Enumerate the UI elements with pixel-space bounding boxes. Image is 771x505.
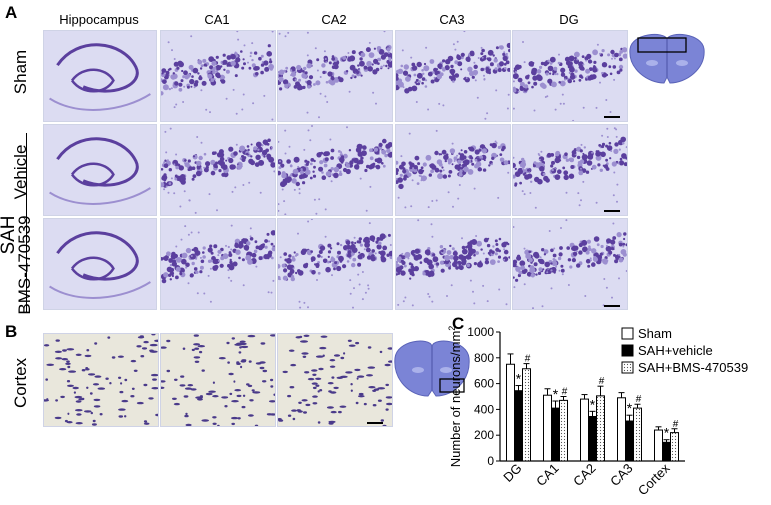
significance-marker-vehicle: * — [553, 386, 559, 402]
brain-section-inset-hippocampus — [626, 29, 708, 85]
column-header-ca3: CA3 — [439, 12, 465, 27]
bar-black-cortex — [662, 441, 671, 462]
panel-letter-b: B — [5, 322, 18, 341]
x-tick-label-ca3: CA3 — [607, 461, 635, 489]
histology-tile-vehicle-ca3 — [395, 124, 511, 216]
column-header-ca2: CA2 — [321, 12, 347, 27]
scale-bar — [604, 210, 620, 212]
histology-tile-sham-hippocampus — [43, 30, 157, 122]
histology-tile-vehicle-dg — [512, 124, 628, 216]
scale-bar — [604, 116, 620, 118]
significance-marker-vehicle: * — [590, 396, 596, 412]
histology-tile-bms-ca3 — [395, 218, 511, 310]
x-tick-label-ca1: CA1 — [533, 461, 561, 489]
histology-tile-sham-dg — [512, 30, 628, 122]
significance-marker-vehicle: * — [516, 371, 522, 387]
panel-letter-a: A — [5, 3, 18, 22]
histology-tile-bms-ca2 — [277, 218, 393, 310]
y-tick-label: 1000 — [467, 325, 494, 339]
bar-dotted-ca1 — [559, 399, 568, 462]
cortex-tile-1 — [160, 333, 276, 427]
significance-marker-bms: # — [525, 354, 531, 365]
x-tick-label-cortex: Cortex — [635, 460, 673, 498]
y-tick-label: 0 — [487, 454, 494, 468]
row-label-sham: Sham — [11, 49, 30, 95]
bar-white-dg — [506, 363, 515, 462]
bar-dotted-dg — [522, 368, 531, 462]
bar-white-ca3 — [617, 397, 626, 462]
bar-black-dg — [514, 390, 523, 462]
row-label-cortex: Cortex — [11, 357, 30, 409]
significance-marker-bms: # — [599, 376, 605, 387]
bar-black-ca3 — [625, 420, 634, 462]
significance-marker-bms: # — [673, 419, 679, 430]
histology-tile-bms-dg — [512, 218, 628, 310]
scale-bar — [604, 305, 620, 307]
significance-marker-bms: # — [636, 394, 642, 405]
column-header-dg: DG — [559, 12, 579, 27]
y-tick-label: 800 — [474, 351, 494, 365]
bar-black-ca1 — [551, 407, 560, 462]
significance-marker-bms: # — [562, 387, 568, 398]
y-tick-label: 400 — [474, 402, 494, 416]
sah-bracket-line — [26, 133, 27, 313]
histology-tile-vehicle-hippocampus — [43, 124, 157, 216]
x-tick-label-ca2: CA2 — [570, 461, 598, 489]
legend-swatch-white — [621, 327, 634, 340]
row-label-bms: BMS-470539 — [15, 215, 34, 315]
panel-letter-c: C — [452, 314, 465, 333]
histology-tile-bms-ca1 — [160, 218, 276, 310]
bar-dotted-ca3 — [633, 407, 642, 462]
bar-black-ca2 — [588, 415, 597, 462]
column-header-ca1: CA1 — [204, 12, 230, 27]
legend-label-black: SAH+vehicle — [638, 343, 713, 358]
legend-swatch-dotted — [621, 361, 634, 374]
significance-marker-vehicle: * — [664, 425, 670, 441]
legend-label-white: Sham — [638, 326, 672, 341]
histology-tile-vehicle-ca1 — [160, 124, 276, 216]
bar-dotted-ca2 — [596, 395, 605, 462]
histology-tile-sham-ca1 — [160, 30, 276, 122]
histology-tile-sham-ca3 — [395, 30, 511, 122]
bar-white-ca2 — [580, 398, 589, 462]
legend-swatch-black — [621, 344, 634, 357]
brain-section-inset-cortex — [392, 334, 472, 400]
histology-tile-vehicle-ca2 — [277, 124, 393, 216]
cortex-tile-2 — [277, 333, 393, 427]
bar-white-cortex — [654, 429, 663, 462]
y-tick-label: 200 — [474, 428, 494, 442]
histology-tile-sham-ca2 — [277, 30, 393, 122]
column-header-hippocampus: Hippocampus — [59, 12, 139, 27]
y-tick-label: 600 — [474, 377, 494, 391]
bar-white-ca1 — [543, 394, 552, 462]
bar-dotted-cortex — [670, 432, 679, 462]
scale-bar — [367, 422, 383, 424]
y-axis-label: Number of neurons/mm2 — [447, 326, 463, 468]
x-tick-label-dg: DG — [500, 461, 524, 485]
cortex-tile-0 — [43, 333, 159, 427]
legend-label-dotted: SAH+BMS-470539 — [638, 360, 748, 375]
significance-marker-vehicle: * — [627, 400, 633, 416]
histology-tile-bms-hippocampus — [43, 218, 157, 310]
